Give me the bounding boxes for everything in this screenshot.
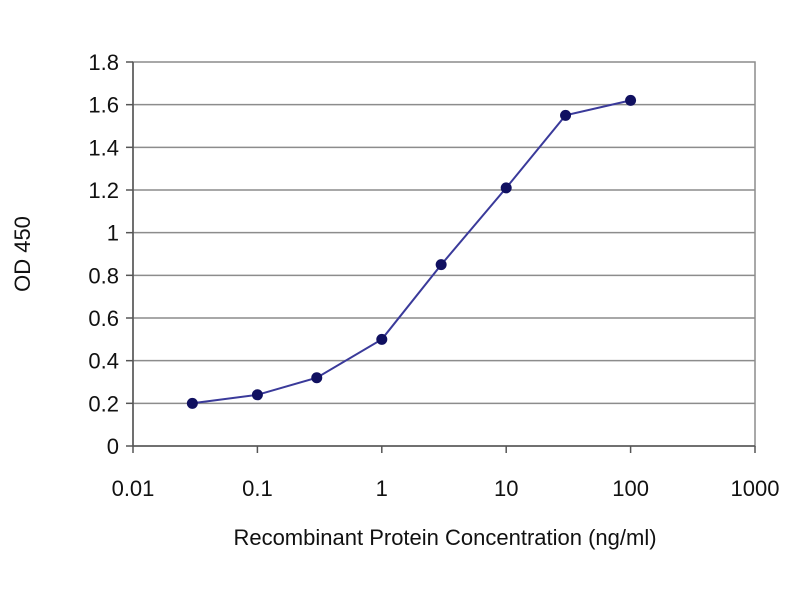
data-point-3 [376,333,388,345]
axes [132,62,755,447]
y-tick-labels: 0 0.2 0.4 0.6 0.8 1 1.2 1.4 1.6 1.8 [88,50,133,459]
y-tick-label-5: 1 [107,221,119,246]
x-axis-title: Recombinant Protein Concentration (ng/ml… [233,525,656,550]
x-tick-label-2: 1 [376,476,388,501]
plot-area [132,61,756,447]
data-point-1 [251,389,263,401]
x-tick-label-1: 0.1 [242,476,273,501]
gridlines [133,103,755,405]
y-tick-label-9: 1.8 [88,50,119,75]
x-tick-label-4: 100 [612,476,649,501]
data-point-7 [625,94,637,106]
series-line-0 [192,99,631,405]
data-point-5 [500,182,512,194]
y-tick-label-3: 0.6 [88,306,119,331]
y-tick-label-8: 1.6 [88,93,119,118]
x-tick-label-0: 0.01 [112,476,155,501]
data-point-4 [435,259,447,271]
y-tick-label-6: 1.2 [88,178,119,203]
x-tick-label-5: 1000 [731,476,780,501]
x-tick-label-3: 10 [494,476,518,501]
x-tick-labels: 0.01 0.1 1 10 100 1000 [112,446,780,501]
y-tick-label-7: 1.4 [88,135,119,160]
series-layer [186,94,637,409]
y-tick-label-2: 0.4 [88,349,119,374]
data-point-2 [311,372,323,384]
data-point-6 [560,109,572,121]
y-tick-label-1: 0.2 [88,391,119,416]
data-point-0 [186,397,198,409]
plot-border [132,61,756,447]
y-tick-label-4: 0.8 [88,263,119,288]
y-axis-title: OD 450 [10,216,35,292]
y-tick-label-0: 0 [107,434,119,459]
